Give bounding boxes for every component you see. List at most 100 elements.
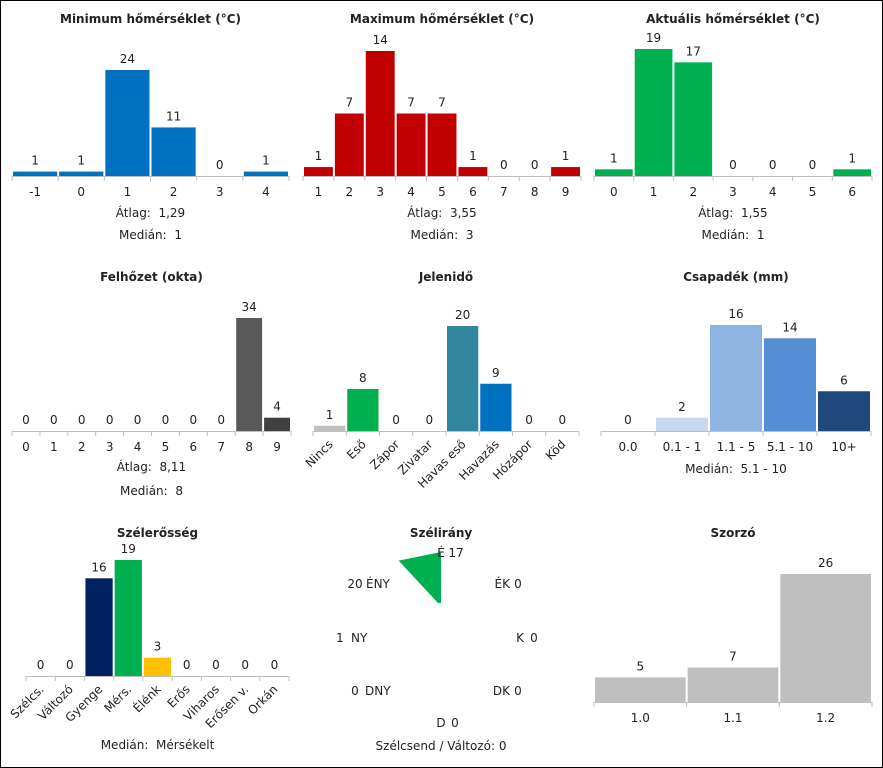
dir-polygon — [398, 552, 441, 603]
precip-bar-1 — [656, 417, 708, 431]
wind-value-label-8: 0 — [271, 658, 279, 672]
wx-category-label-7: Köd — [543, 437, 569, 463]
min-bar-2 — [105, 70, 150, 176]
act-category-label-0: 0 — [610, 185, 618, 199]
act-category-label-2: 2 — [689, 185, 697, 199]
max-value-label-2: 14 — [373, 33, 388, 47]
wind-value-label-2: 16 — [91, 560, 106, 574]
precip-category-label-2: 1.1 - 5 — [717, 440, 756, 454]
mult-bar-1 — [687, 667, 779, 702]
act-stat-0: Átlag: 1,55 — [698, 205, 767, 220]
act-category-label-1: 1 — [650, 185, 658, 199]
min-category-label-3: 2 — [170, 185, 178, 199]
max-category-label-7: 8 — [531, 185, 539, 199]
max-bar-5 — [458, 167, 488, 176]
precip-chart: Csapadék (mm) 0 2 16 14 6 0.0 0.1 - 1 1.1 - 5 5.1… — [600, 270, 872, 476]
act-category-label-4: 4 — [769, 185, 777, 199]
wind-stat-0: Medián: Mérsékelt — [101, 738, 215, 752]
dir-label-0: É — [437, 545, 445, 560]
wx-bar-5 — [480, 383, 512, 431]
act-bar-2 — [674, 62, 713, 176]
wx-title: Jelenidő — [418, 270, 473, 284]
max-value-label-6: 0 — [500, 158, 508, 172]
dir-label-4: D — [436, 716, 445, 730]
wx-bar-4 — [447, 326, 479, 431]
act-value-label-5: 0 — [809, 158, 817, 172]
max-value-label-8: 1 — [562, 149, 570, 163]
min-value-label-0: 1 — [31, 154, 39, 168]
cloud-value-label-6: 0 — [190, 413, 198, 427]
max-category-label-1: 2 — [346, 185, 354, 199]
cloud-title: Felhőzet (okta) — [100, 270, 203, 284]
cloud-category-label-4: 4 — [134, 440, 142, 454]
max-category-label-0: 1 — [315, 185, 323, 199]
wind-value-label-5: 0 — [183, 658, 191, 672]
cloud-value-label-0: 0 — [22, 413, 30, 427]
cloud-value-label-1: 0 — [50, 413, 58, 427]
cloud-bar-8 — [236, 318, 263, 431]
cloud-value-label-7: 0 — [217, 413, 225, 427]
precip-stat-0: Medián: 5.1 - 10 — [685, 462, 787, 476]
cloud-value-label-5: 0 — [162, 413, 170, 427]
dir-value-2: 0 — [530, 631, 538, 645]
cloud-value-label-9: 4 — [273, 400, 281, 414]
cloud-value-label-8: 34 — [242, 300, 257, 314]
min-bar-5 — [243, 171, 288, 176]
wx-value-label-1: 8 — [359, 371, 367, 385]
max-bar-8 — [551, 167, 580, 176]
dir-title: Szélirány — [410, 526, 473, 540]
min-bar-3 — [151, 127, 196, 176]
act-value-label-1: 19 — [646, 31, 661, 45]
min-bar-1 — [59, 171, 104, 176]
wind-title: Szélerősség — [117, 526, 198, 540]
max-bar-4 — [427, 113, 457, 176]
mult-value-label-0: 5 — [637, 659, 645, 673]
max-value-label-3: 7 — [407, 96, 415, 110]
cloud-value-label-2: 0 — [78, 413, 86, 427]
dir-label-3: DK — [493, 684, 511, 698]
min-value-label-5: 1 — [262, 154, 270, 168]
cloud-category-label-7: 7 — [217, 440, 225, 454]
wind-value-label-4: 3 — [154, 640, 162, 654]
max-bar-2 — [365, 51, 395, 176]
max-stat-1: Medián: 3 — [411, 228, 474, 242]
wx-category-label-0: Nincs — [303, 437, 336, 470]
min-value-label-1: 1 — [77, 154, 85, 168]
wind-category-label-8: Orkán — [245, 682, 280, 717]
min-category-label-0: -1 — [29, 185, 41, 199]
max-category-label-5: 6 — [469, 185, 477, 199]
wind-value-label-3: 19 — [121, 542, 136, 556]
precip-category-label-1: 0.1 - 1 — [663, 440, 702, 454]
wx-value-label-3: 0 — [426, 413, 434, 427]
min-stat-1: Medián: 1 — [119, 228, 182, 242]
precip-value-label-4: 6 — [840, 373, 848, 387]
precip-value-label-3: 14 — [782, 320, 797, 334]
wx-bar-0 — [314, 425, 346, 431]
act-value-label-3: 0 — [729, 158, 737, 172]
wx-value-label-0: 1 — [326, 408, 334, 422]
max-value-label-7: 0 — [531, 158, 539, 172]
dir-value-4: 0 — [451, 716, 459, 730]
cloud-category-label-1: 1 — [50, 440, 58, 454]
wx-value-label-7: 0 — [559, 413, 567, 427]
dir-label-7: ÉNY — [366, 576, 391, 591]
precip-bar-2 — [710, 325, 762, 431]
act-value-label-4: 0 — [769, 158, 777, 172]
precip-value-label-0: 0 — [624, 413, 632, 427]
cloud-category-label-0: 0 — [22, 440, 30, 454]
mult-category-label-2: 1.2 — [816, 711, 835, 725]
cloud-category-label-6: 6 — [190, 440, 198, 454]
act-value-label-6: 1 — [848, 151, 856, 165]
dir-value-3: 0 — [514, 684, 522, 698]
act-value-label-2: 17 — [686, 44, 701, 58]
wind-bar-4 — [143, 657, 172, 676]
precip-category-label-0: 0.0 — [618, 440, 637, 454]
wind-category-label-4: Élénk — [130, 681, 164, 715]
cloud-category-label-3: 3 — [106, 440, 114, 454]
max-value-label-5: 1 — [469, 149, 477, 163]
precip-category-label-3: 5.1 - 10 — [767, 440, 813, 454]
act-stat-1: Medián: 1 — [702, 228, 765, 242]
